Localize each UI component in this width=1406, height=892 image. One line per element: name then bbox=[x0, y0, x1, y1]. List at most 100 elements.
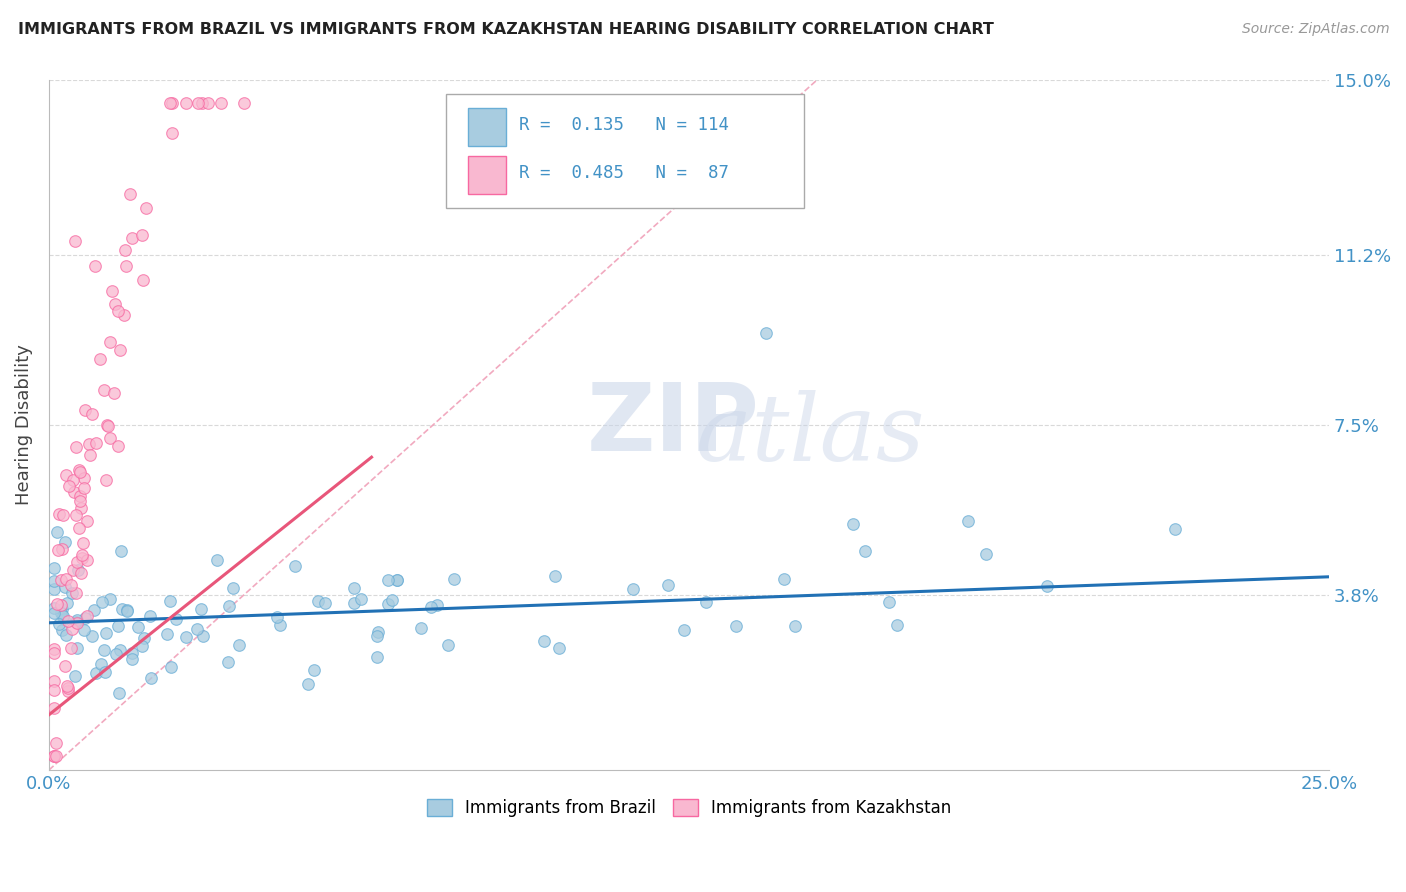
Point bbox=[156, 627, 179, 641]
Point bbox=[73, 623, 96, 637]
Point bbox=[67, 463, 90, 477]
Point bbox=[93, 643, 115, 657]
Point bbox=[842, 517, 865, 532]
Point bbox=[103, 385, 125, 400]
Point bbox=[159, 95, 181, 110]
Point bbox=[160, 95, 183, 110]
Point bbox=[853, 544, 876, 558]
Point bbox=[755, 326, 778, 340]
Point bbox=[51, 573, 73, 587]
Point bbox=[107, 619, 129, 633]
Point bbox=[193, 629, 215, 643]
Point bbox=[51, 542, 73, 557]
FancyBboxPatch shape bbox=[446, 94, 804, 208]
Point bbox=[65, 508, 87, 522]
Point bbox=[69, 465, 91, 479]
Point bbox=[56, 596, 79, 610]
Point bbox=[772, 572, 794, 586]
Point bbox=[60, 622, 83, 636]
Point bbox=[366, 649, 388, 664]
Point bbox=[84, 436, 107, 450]
Point bbox=[73, 403, 96, 417]
Point bbox=[366, 629, 388, 643]
Point bbox=[132, 273, 155, 287]
Point bbox=[186, 95, 208, 110]
Point bbox=[45, 524, 67, 539]
Point bbox=[121, 646, 143, 660]
Point bbox=[42, 749, 65, 764]
Point bbox=[127, 620, 149, 634]
Point bbox=[381, 592, 404, 607]
Point bbox=[409, 621, 432, 635]
Point bbox=[976, 547, 998, 561]
Point bbox=[533, 633, 555, 648]
Point bbox=[131, 639, 153, 653]
Point bbox=[42, 674, 65, 689]
Point bbox=[53, 658, 76, 673]
Point bbox=[66, 640, 89, 655]
Point bbox=[377, 573, 399, 587]
Point bbox=[98, 431, 121, 445]
Point bbox=[114, 243, 136, 257]
Point bbox=[110, 543, 132, 558]
Point bbox=[66, 555, 89, 569]
Point bbox=[60, 586, 83, 600]
Point bbox=[783, 619, 806, 633]
Point bbox=[53, 580, 76, 594]
Point bbox=[233, 95, 256, 110]
Point bbox=[49, 598, 72, 612]
Point bbox=[66, 613, 89, 627]
Point bbox=[115, 603, 138, 617]
Point bbox=[66, 615, 89, 630]
Point bbox=[314, 596, 336, 610]
Point bbox=[91, 595, 114, 609]
Point bbox=[73, 471, 96, 485]
Point bbox=[66, 563, 89, 577]
Point bbox=[62, 484, 84, 499]
Point bbox=[45, 597, 67, 611]
Point bbox=[89, 352, 111, 367]
Point bbox=[56, 679, 79, 693]
Point bbox=[97, 419, 120, 434]
Legend: Immigrants from Brazil, Immigrants from Kazakhstan: Immigrants from Brazil, Immigrants from … bbox=[420, 792, 957, 824]
Point bbox=[56, 681, 79, 696]
Point bbox=[51, 624, 73, 638]
Point bbox=[621, 582, 644, 597]
Point bbox=[90, 657, 112, 671]
Point bbox=[45, 749, 67, 764]
Point bbox=[52, 608, 75, 623]
Point bbox=[48, 508, 70, 522]
Point bbox=[55, 467, 77, 482]
Point bbox=[94, 625, 117, 640]
Point bbox=[266, 610, 288, 624]
Point bbox=[93, 383, 115, 397]
Point bbox=[108, 643, 131, 657]
Point bbox=[886, 618, 908, 632]
Point bbox=[120, 187, 142, 202]
Point bbox=[217, 655, 239, 669]
Point bbox=[673, 623, 696, 637]
Point bbox=[108, 343, 131, 357]
Point bbox=[1164, 522, 1187, 536]
Point bbox=[55, 572, 77, 586]
Point bbox=[205, 552, 228, 566]
Point bbox=[228, 638, 250, 652]
Point bbox=[307, 594, 329, 608]
Point bbox=[60, 641, 83, 656]
Point bbox=[160, 127, 183, 141]
Point bbox=[77, 437, 100, 451]
Point bbox=[160, 660, 183, 674]
Point bbox=[42, 574, 65, 588]
Point bbox=[115, 604, 138, 618]
Point bbox=[56, 614, 79, 628]
Point bbox=[53, 612, 76, 626]
Point bbox=[69, 494, 91, 508]
Point bbox=[159, 594, 181, 608]
Point bbox=[107, 439, 129, 453]
Point bbox=[111, 602, 134, 616]
Point bbox=[165, 612, 187, 626]
Text: atlas: atlas bbox=[696, 391, 925, 480]
Point bbox=[70, 500, 93, 515]
Point bbox=[350, 591, 373, 606]
Point bbox=[112, 308, 135, 322]
